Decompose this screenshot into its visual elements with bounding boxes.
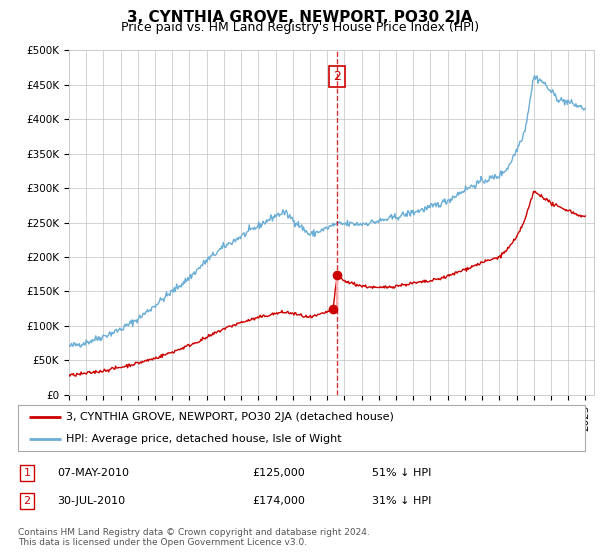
Text: 31% ↓ HPI: 31% ↓ HPI — [372, 496, 431, 506]
Text: 30-JUL-2010: 30-JUL-2010 — [57, 496, 125, 506]
Text: HPI: Average price, detached house, Isle of Wight: HPI: Average price, detached house, Isle… — [66, 434, 342, 444]
Text: 07-MAY-2010: 07-MAY-2010 — [57, 468, 129, 478]
Text: 3, CYNTHIA GROVE, NEWPORT, PO30 2JA: 3, CYNTHIA GROVE, NEWPORT, PO30 2JA — [127, 10, 473, 25]
Text: Price paid vs. HM Land Registry's House Price Index (HPI): Price paid vs. HM Land Registry's House … — [121, 21, 479, 34]
Text: 2: 2 — [23, 496, 31, 506]
Text: 1: 1 — [23, 468, 31, 478]
Text: 51% ↓ HPI: 51% ↓ HPI — [372, 468, 431, 478]
Text: 3, CYNTHIA GROVE, NEWPORT, PO30 2JA (detached house): 3, CYNTHIA GROVE, NEWPORT, PO30 2JA (det… — [66, 412, 394, 422]
Text: 2: 2 — [333, 70, 341, 83]
Text: £125,000: £125,000 — [252, 468, 305, 478]
Text: £174,000: £174,000 — [252, 496, 305, 506]
Text: Contains HM Land Registry data © Crown copyright and database right 2024.
This d: Contains HM Land Registry data © Crown c… — [18, 528, 370, 547]
